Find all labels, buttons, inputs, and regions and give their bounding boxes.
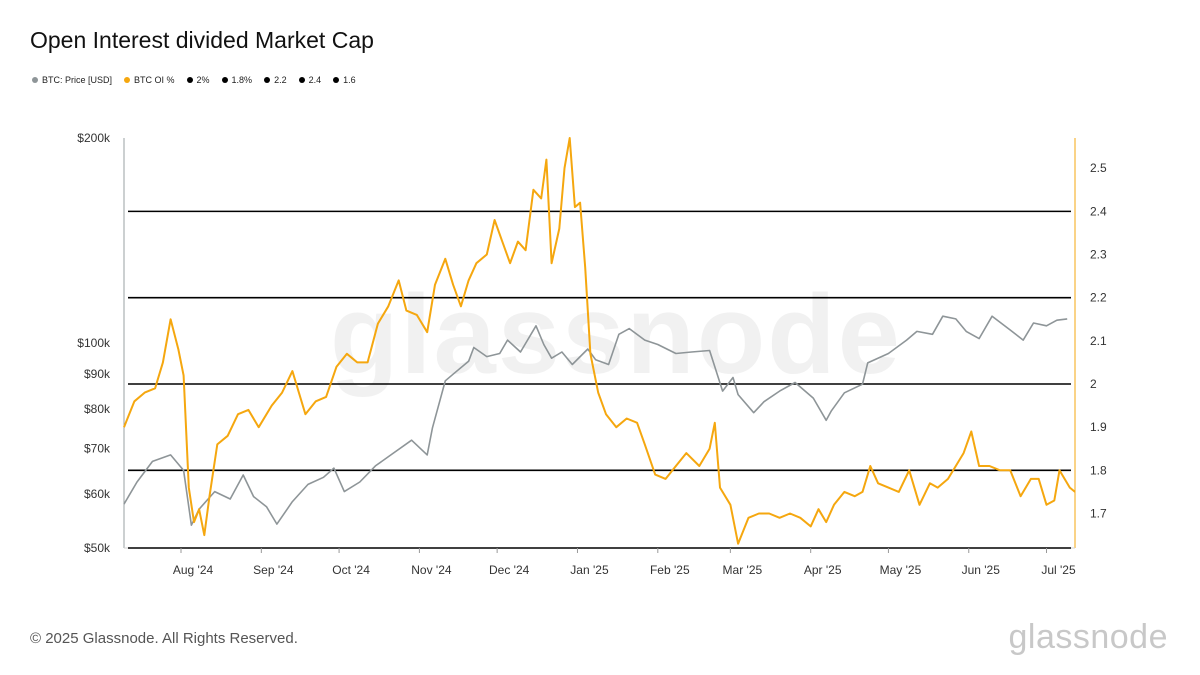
x-tick-label: Jan '25 <box>570 563 609 577</box>
right-tick-label: 2.1 <box>1090 334 1107 348</box>
legend-item-2-2[interactable]: 2.2 <box>264 75 287 85</box>
legend-item-2-4[interactable]: 2.4 <box>298 75 322 85</box>
legend-label-1-8pct: 1.8% <box>231 75 253 85</box>
legend-label-oi: BTC OI % <box>134 75 175 85</box>
left-tick-label: $50k <box>84 541 111 555</box>
left-axis-ticks: $50k $60k $70k $80k $90k $100k $200k <box>77 131 111 555</box>
left-tick-label: $90k <box>84 367 111 381</box>
right-tick-label: 2.5 <box>1090 161 1107 175</box>
x-tick-label: Oct '24 <box>332 563 370 577</box>
x-tick-label: Dec '24 <box>489 563 530 577</box>
legend-label-1-6: 1.6 <box>343 75 356 85</box>
legend-item-oi[interactable]: BTC OI % <box>124 75 175 85</box>
legend-label-2pct: 2% <box>196 75 210 85</box>
brand-logo: glassnode <box>1008 618 1168 656</box>
legend-swatch-1-8pct <box>221 77 228 83</box>
right-tick-label: 2.2 <box>1090 291 1107 305</box>
x-tick-label: Feb '25 <box>650 563 690 577</box>
x-tick-label: Nov '24 <box>411 563 452 577</box>
legend-label-2-4: 2.4 <box>308 75 322 85</box>
chart-title: Open Interest divided Market Cap <box>30 27 374 53</box>
legend-label-2-2: 2.2 <box>274 75 287 85</box>
x-tick-label: Aug '24 <box>173 563 214 577</box>
x-tick-label: Jun '25 <box>962 563 1001 577</box>
right-tick-label: 1.9 <box>1090 420 1107 434</box>
right-axis-ticks: 1.7 1.8 1.9 2 2.1 2.2 2.3 2.4 2.5 <box>1090 161 1107 520</box>
legend-swatch-2-2 <box>264 77 271 83</box>
x-tick-label: Jul '25 <box>1041 563 1076 577</box>
legend-swatch-oi <box>124 77 131 83</box>
right-tick-label: 1.8 <box>1090 463 1107 477</box>
left-tick-label: $60k <box>84 487 111 501</box>
x-tick-label: Sep '24 <box>253 563 294 577</box>
legend-swatch-price <box>32 77 38 83</box>
left-tick-label: $200k <box>77 131 111 145</box>
x-tick-label: Mar '25 <box>723 563 763 577</box>
legend-label-price: BTC: Price [USD] <box>42 75 113 85</box>
legend-swatch-2pct <box>186 77 193 83</box>
copyright-footer: © 2025 Glassnode. All Rights Reserved. <box>30 630 298 647</box>
right-tick-label: 1.7 <box>1090 506 1107 520</box>
series-layer <box>123 137 1076 545</box>
x-tick-label: May '25 <box>880 563 922 577</box>
series-line-price <box>123 315 1068 526</box>
series-line-oi <box>123 137 1076 545</box>
left-tick-label: $70k <box>84 441 111 455</box>
legend-swatch-2-4 <box>298 77 305 83</box>
legend-swatch-1-6 <box>333 77 340 83</box>
right-tick-label: 2 <box>1090 377 1097 391</box>
right-tick-label: 2.4 <box>1090 204 1107 218</box>
threshold-lines <box>128 210 1071 549</box>
left-tick-label: $100k <box>77 336 111 350</box>
right-tick-label: 2.3 <box>1090 248 1107 262</box>
x-tick-label: Apr '25 <box>804 563 842 577</box>
legend-item-1-8pct[interactable]: 1.8% <box>221 75 253 85</box>
chart-legend: BTC: Price [USD] BTC OI % 2% 1.8% 2.2 2.… <box>32 75 356 85</box>
legend-item-1-6[interactable]: 1.6 <box>333 75 356 85</box>
legend-item-2pct[interactable]: 2% <box>186 75 210 85</box>
watermark-logo: glassnode <box>330 272 902 397</box>
legend-item-price[interactable]: BTC: Price [USD] <box>32 75 112 85</box>
left-tick-label: $80k <box>84 402 111 416</box>
x-axis-ticks: Aug '24 Sep '24 Oct '24 Nov '24 Dec '24 Jan '… <box>173 548 1076 577</box>
